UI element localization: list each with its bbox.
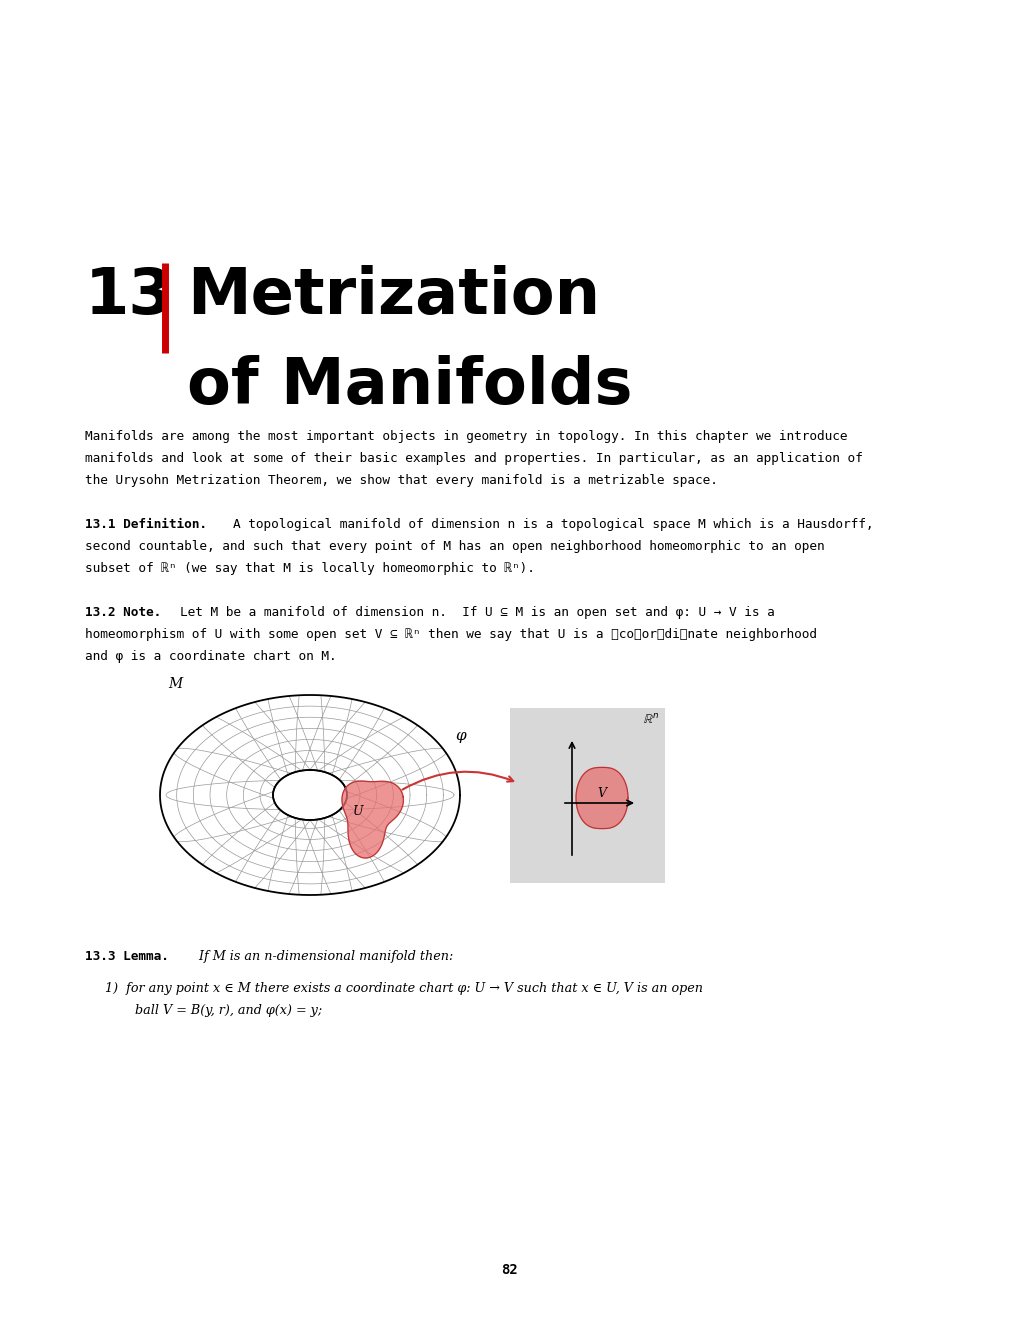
Text: Metrization: Metrization — [186, 265, 599, 327]
Polygon shape — [273, 770, 346, 820]
Text: U: U — [353, 804, 363, 817]
Text: homeomorphism of U with some open set V ⊆ ℝⁿ then we say that U is a ​co​or​di​n: homeomorphism of U with some open set V … — [85, 628, 816, 642]
Text: Let M be a manifold of dimension n.  If U ⊆ M is an open set and φ: U → V is a: Let M be a manifold of dimension n. If U… — [179, 606, 774, 619]
Text: Manifolds are among the most important objects in geometry in topology. In this : Manifolds are among the most important o… — [85, 430, 847, 444]
Text: φ: φ — [454, 729, 465, 743]
Text: and φ is a coordinate chart on M.: and φ is a coordinate chart on M. — [85, 649, 336, 663]
Polygon shape — [576, 767, 628, 829]
Polygon shape — [160, 696, 460, 895]
Text: of Manifolds: of Manifolds — [186, 355, 632, 417]
Text: If M is an n-dimensional manifold then:: If M is an n-dimensional manifold then: — [195, 950, 452, 964]
Polygon shape — [341, 781, 403, 858]
Text: 1)  for any point x ∈ M there exists a coordinate chart φ: U → V such that x ∈ U: 1) for any point x ∈ M there exists a co… — [105, 982, 702, 995]
Text: the Urysohn Metrization Theorem, we show that every manifold is a metrizable spa: the Urysohn Metrization Theorem, we show… — [85, 474, 717, 487]
Text: 13.2 Note.: 13.2 Note. — [85, 606, 161, 619]
Text: 82: 82 — [501, 1263, 518, 1276]
Text: $\mathbb{R}^n$: $\mathbb{R}^n$ — [642, 713, 658, 727]
Text: second countable, and such that every point of M has an open neighborhood homeom: second countable, and such that every po… — [85, 540, 823, 553]
Text: manifolds and look at some of their basic examples and properties. In particular: manifolds and look at some of their basi… — [85, 451, 862, 465]
Text: A topological manifold of dimension n is a topological space M which is a Hausdo: A topological manifold of dimension n is… — [232, 517, 872, 531]
Text: subset of ℝⁿ (we say that M is locally homeomorphic to ℝⁿ).: subset of ℝⁿ (we say that M is locally h… — [85, 562, 534, 576]
FancyBboxPatch shape — [510, 708, 664, 883]
Text: 13.1 Definition.: 13.1 Definition. — [85, 517, 207, 531]
Text: 13.3 Lemma.: 13.3 Lemma. — [85, 950, 169, 964]
Text: V: V — [597, 787, 606, 800]
Text: M: M — [168, 677, 182, 690]
Text: ball V = B(y, r), and φ(x) = y;: ball V = B(y, r), and φ(x) = y; — [135, 1005, 322, 1016]
Text: 13: 13 — [85, 265, 173, 327]
